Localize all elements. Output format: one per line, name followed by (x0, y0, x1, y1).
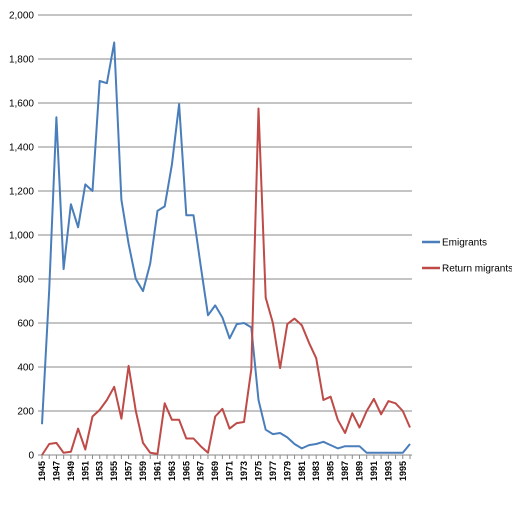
x-tick-label: 1987 (340, 461, 350, 481)
y-tick-label: 1,600 (9, 99, 34, 110)
x-tick-label: 1967 (196, 461, 206, 481)
y-tick-label: 2,000 (9, 11, 34, 22)
x-tick-label: 1965 (181, 461, 191, 481)
y-tick-label: 1,000 (9, 231, 34, 242)
x-tick-label: 1961 (152, 461, 162, 481)
x-tick-label: 1991 (369, 461, 379, 481)
x-tick-label: 1989 (354, 461, 364, 481)
x-tick-label: 1979 (282, 461, 292, 481)
x-tick-label: 1977 (268, 461, 278, 481)
x-tick-label: 1951 (80, 461, 90, 481)
gridlines (38, 15, 412, 459)
x-tick-label: 1955 (109, 461, 119, 481)
legend: Emigrants Return migrants (422, 238, 512, 275)
x-tick-label: 1973 (239, 461, 249, 481)
y-tick-label: 1,800 (9, 55, 34, 66)
series-line-return-migrants (42, 109, 410, 456)
x-tick-label: 1953 (95, 461, 105, 481)
series-line-emigrants (42, 43, 410, 453)
x-tick-label: 1959 (138, 461, 148, 481)
y-tick-label: 1,400 (9, 143, 34, 154)
legend-label: Emigrants (442, 238, 487, 249)
x-tick-label: 1969 (210, 461, 220, 481)
x-tick-label: 1971 (225, 461, 235, 481)
x-tick-label: 1975 (253, 461, 263, 481)
x-tick-label: 1993 (383, 461, 393, 481)
x-tick-label: 1985 (326, 461, 336, 481)
x-tick-label: 1945 (37, 461, 47, 481)
x-tick-label: 1957 (124, 461, 134, 481)
y-tick-label: 600 (17, 319, 34, 330)
x-tick-label: 1981 (297, 461, 307, 481)
x-tick-label: 1947 (51, 461, 61, 481)
x-tick-label: 1963 (167, 461, 177, 481)
x-tick-label: 1983 (311, 461, 321, 481)
x-tick-label: 1949 (66, 461, 76, 481)
y-tick-label: 200 (17, 407, 34, 418)
y-tick-label: 800 (17, 275, 34, 286)
x-tick-label: 1995 (398, 461, 408, 481)
x-tick-labels: 1945 1947 1949 1951 1953 1955 1957 1959 1961 1963… (37, 461, 408, 481)
series-lines (42, 43, 410, 456)
y-tick-label: 0 (28, 451, 34, 462)
y-tick-label: 400 (17, 363, 34, 374)
y-tick-label: 1,200 (9, 187, 34, 198)
y-tick-labels: 0 200 400 600 800 1,000 1,200 1,400 1,600 1,800 2,… (9, 11, 34, 462)
legend-label: Return migrants (442, 264, 512, 275)
